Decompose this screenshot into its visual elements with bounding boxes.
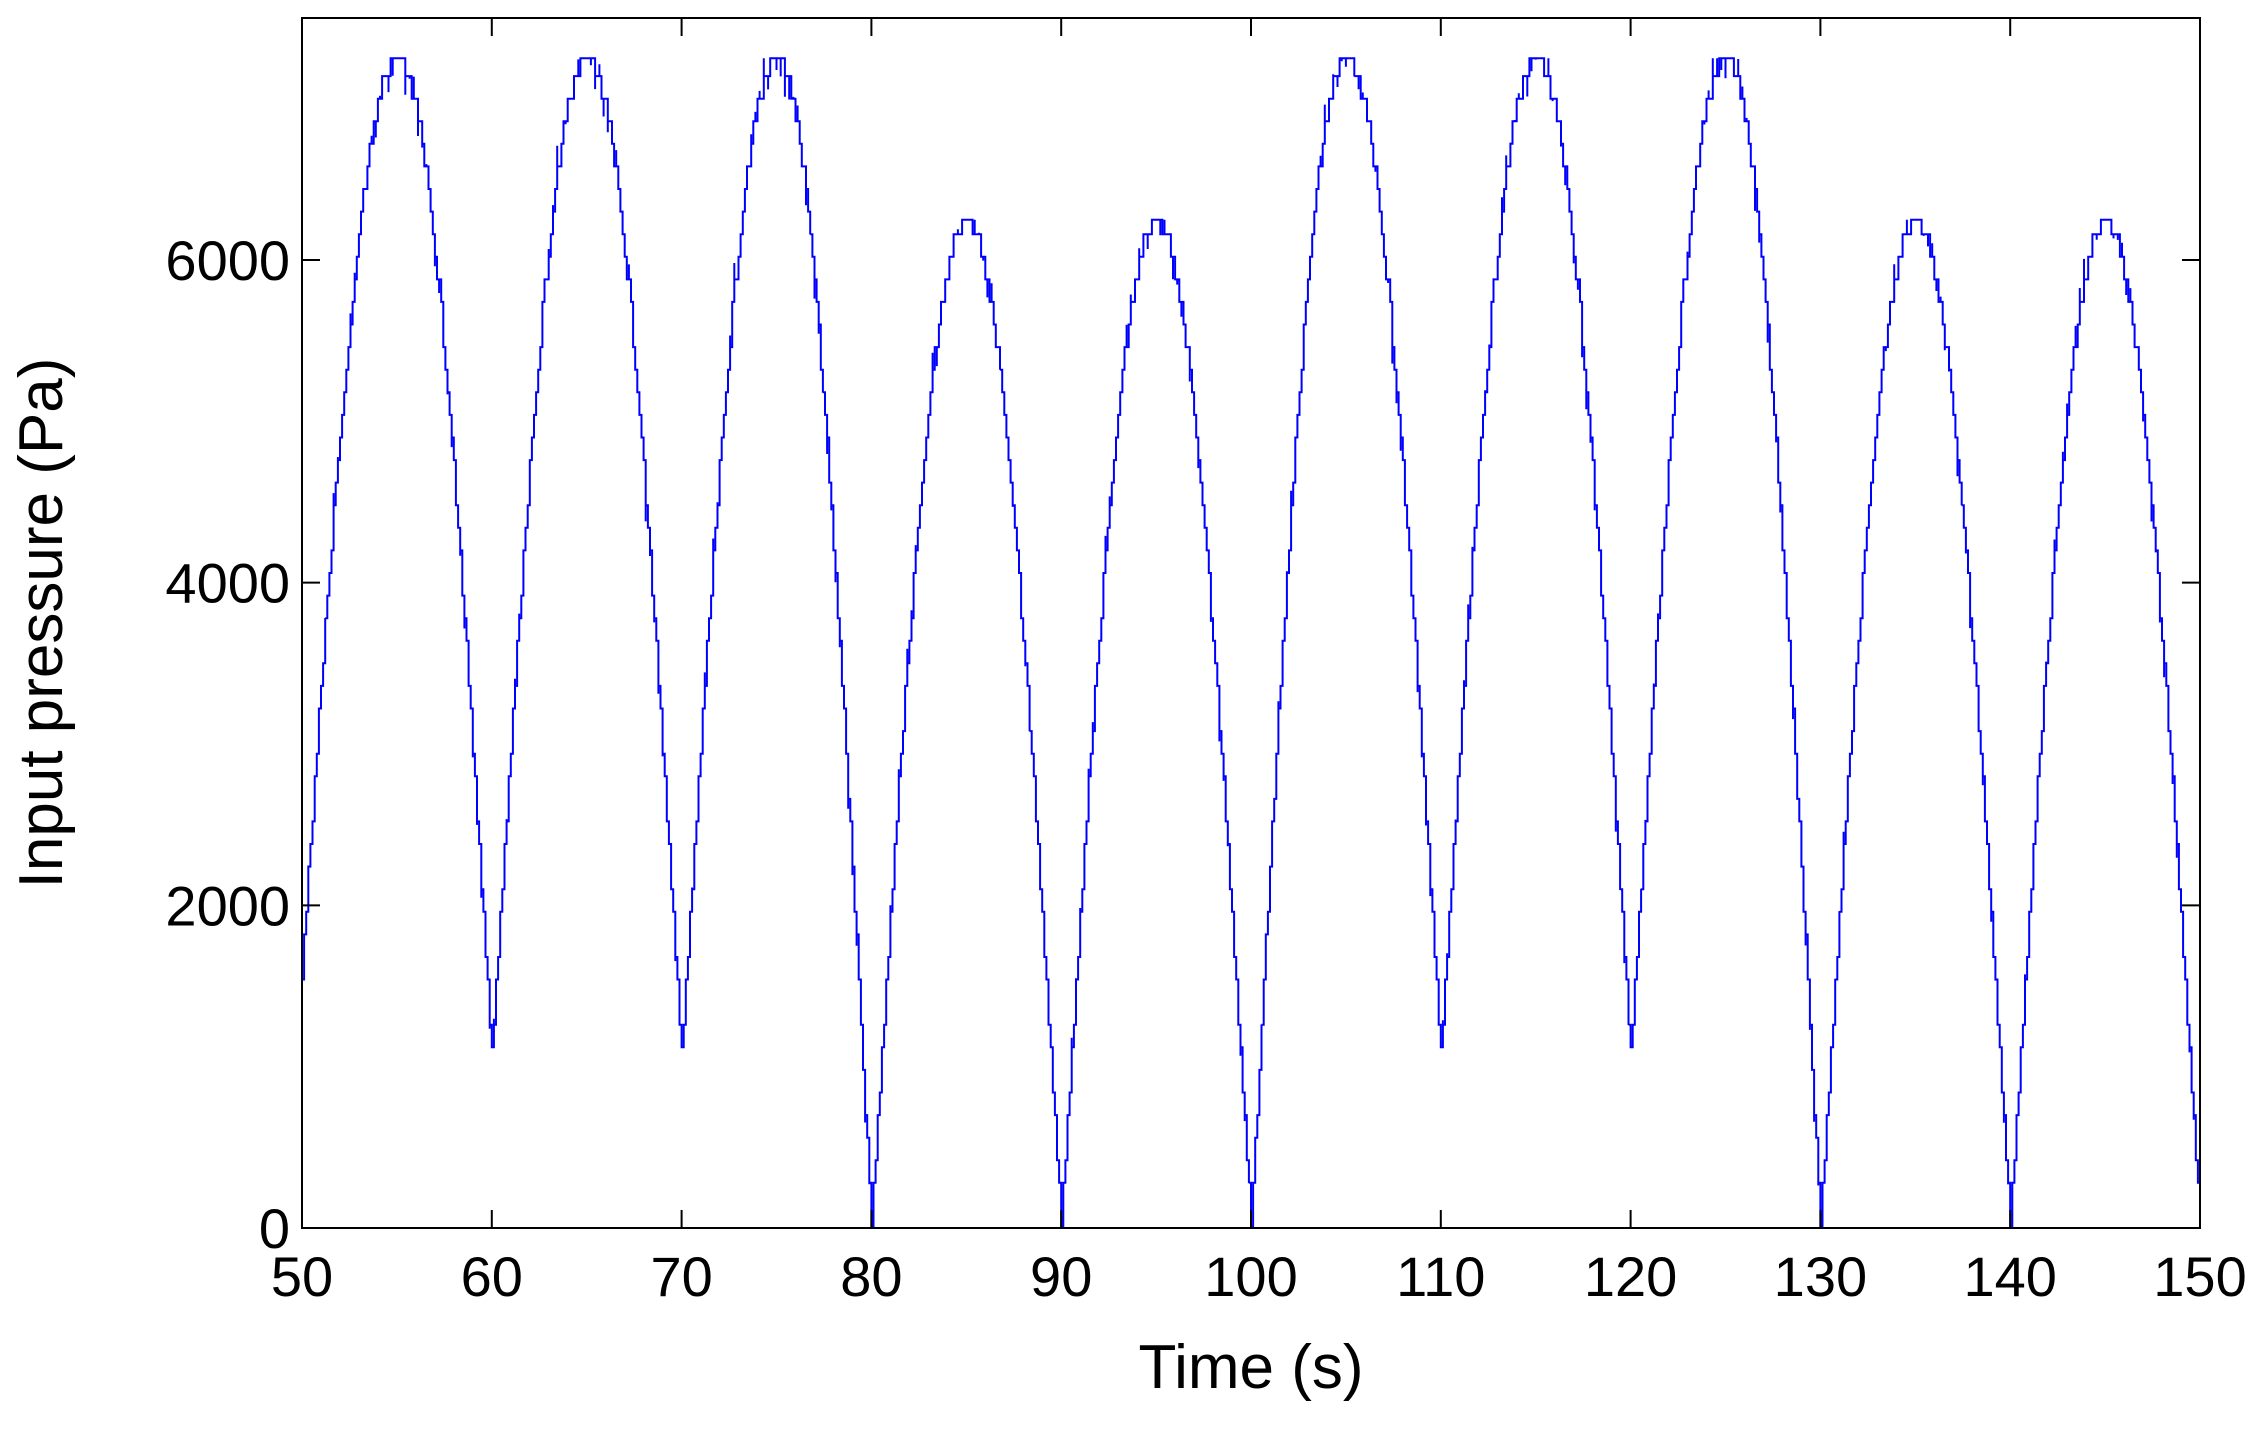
- axis-ticks: 50 60 70 80 90 100 110 120 130 140 150 0 2000 4000 600…: [165, 18, 2247, 1308]
- x-tick-label: 120: [1584, 1245, 1677, 1308]
- x-tick-label: 60: [461, 1245, 523, 1308]
- plot-area: [302, 57, 2201, 1229]
- x-tick-label: 150: [2153, 1245, 2246, 1308]
- x-tick-label: 70: [650, 1245, 712, 1308]
- y-tick-label: 0: [259, 1197, 290, 1260]
- y-tick-label: 6000: [165, 229, 290, 292]
- x-tick-label: 130: [1774, 1245, 1867, 1308]
- x-tick-label: 90: [1030, 1245, 1092, 1308]
- y-tick-label: 2000: [165, 874, 290, 937]
- x-tick-label: 50: [271, 1245, 333, 1308]
- plot-frame: [301, 17, 2201, 1229]
- pressure-series-line: [302, 57, 2201, 1229]
- x-tick-label: 140: [1963, 1245, 2056, 1308]
- y-tick-label: 4000: [165, 552, 290, 615]
- x-tick-label: 110: [1396, 1245, 1485, 1308]
- x-tick-label: 100: [1204, 1245, 1297, 1308]
- x-tick-label: 80: [840, 1245, 902, 1308]
- y-axis-label: Input pressure (Pa): [7, 358, 76, 889]
- x-axis-label: Time (s): [1139, 1333, 1364, 1402]
